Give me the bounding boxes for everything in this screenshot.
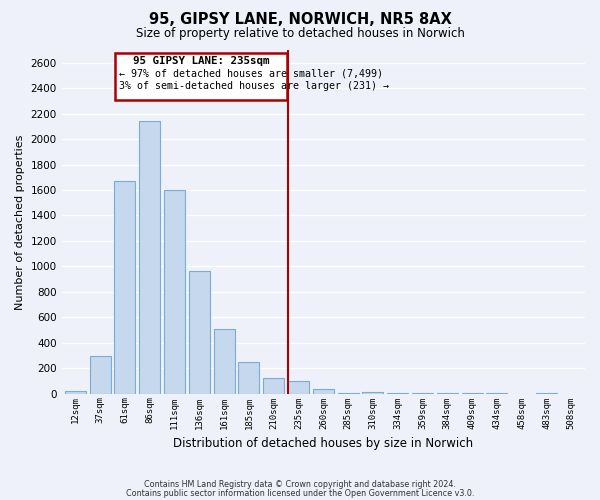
X-axis label: Distribution of detached houses by size in Norwich: Distribution of detached houses by size … (173, 437, 473, 450)
Text: 95, GIPSY LANE, NORWICH, NR5 8AX: 95, GIPSY LANE, NORWICH, NR5 8AX (149, 12, 451, 28)
Bar (536, 393, 557, 394)
Bar (263, 378, 284, 394)
Bar (338, 393, 359, 394)
Text: Size of property relative to detached houses in Norwich: Size of property relative to detached ho… (136, 28, 464, 40)
Bar (487, 393, 508, 394)
Bar (362, 392, 383, 394)
Bar (214, 330, 235, 394)
Bar (412, 393, 433, 394)
Bar (115, 181, 136, 394)
Bar (238, 362, 259, 394)
Bar (89, 356, 110, 394)
Bar (288, 381, 309, 394)
Bar (189, 271, 210, 394)
Y-axis label: Number of detached properties: Number of detached properties (15, 134, 25, 310)
Bar (313, 389, 334, 394)
Bar (437, 393, 458, 394)
Bar (139, 122, 160, 394)
FancyBboxPatch shape (115, 52, 287, 100)
Text: Contains HM Land Registry data © Crown copyright and database right 2024.: Contains HM Land Registry data © Crown c… (144, 480, 456, 489)
Text: 3% of semi-detached houses are larger (231) →: 3% of semi-detached houses are larger (2… (119, 81, 389, 91)
Bar (387, 393, 408, 394)
Bar (65, 391, 86, 394)
Bar (164, 190, 185, 394)
Text: 95 GIPSY LANE: 235sqm: 95 GIPSY LANE: 235sqm (133, 56, 269, 66)
Text: ← 97% of detached houses are smaller (7,499): ← 97% of detached houses are smaller (7,… (119, 69, 383, 79)
Bar (461, 393, 482, 394)
Text: Contains public sector information licensed under the Open Government Licence v3: Contains public sector information licen… (126, 488, 474, 498)
